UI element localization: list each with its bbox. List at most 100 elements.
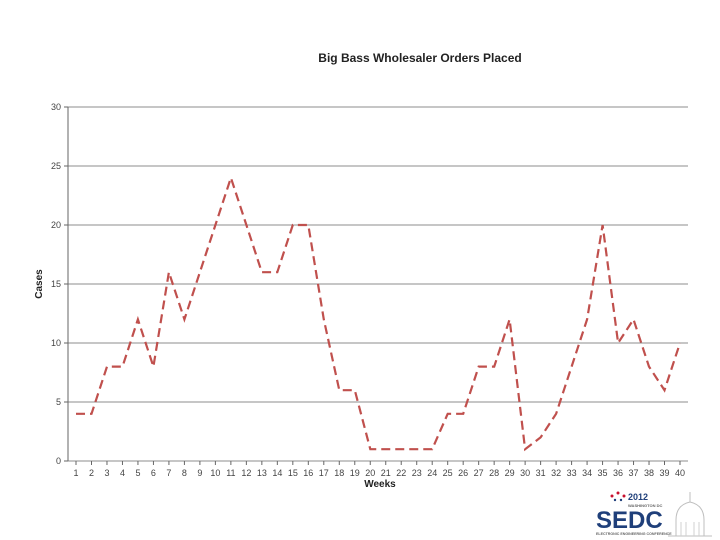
y-tick-label: 15 — [51, 279, 61, 289]
data-point — [431, 448, 433, 450]
x-tick-label: 27 — [474, 468, 484, 478]
data-point — [90, 413, 92, 415]
data-point — [354, 389, 356, 391]
x-tick-label: 23 — [412, 468, 422, 478]
x-tick-label: 11 — [226, 468, 235, 478]
x-tick-label: 24 — [427, 468, 437, 478]
x-tick-label: 4 — [120, 468, 125, 478]
x-tick-label: 36 — [613, 468, 623, 478]
series-line — [76, 174, 682, 452]
x-tick-label: 1 — [73, 468, 78, 478]
x-tick-label: 15 — [288, 468, 298, 478]
y-axis-label: Cases — [34, 269, 45, 299]
logo-tagline: ELECTRONIC ENGINEERING CONFERENCE — [596, 532, 672, 536]
capitol-dome-icon — [668, 492, 712, 537]
data-point — [199, 271, 201, 273]
x-tick-label: 25 — [443, 468, 453, 478]
x-tick-label: 19 — [350, 468, 360, 478]
series-layer — [75, 174, 682, 452]
conference-logo: 2012 WASHINGTON DC SEDC ELECTRONIC ENGIN… — [596, 491, 712, 537]
x-axis-label: Weeks — [364, 479, 396, 490]
x-tick-label: 6 — [151, 468, 156, 478]
x-tick-label: 12 — [241, 468, 251, 478]
y-axis-ticks: 0 5 10 15 20 25 30 — [51, 102, 68, 466]
x-tick-label: 31 — [536, 468, 546, 478]
x-tick-label: 28 — [489, 468, 499, 478]
data-point — [137, 318, 139, 320]
data-point — [369, 448, 371, 450]
data-point — [183, 318, 185, 320]
data-point — [400, 448, 402, 450]
x-tick-label: 16 — [303, 468, 313, 478]
data-point — [663, 389, 665, 391]
data-point — [230, 177, 232, 179]
data-point — [509, 318, 511, 320]
data-point — [462, 413, 464, 415]
logo-name: SEDC — [596, 507, 663, 534]
data-point — [245, 224, 247, 226]
x-tick-label: 35 — [598, 468, 608, 478]
data-point — [168, 271, 170, 273]
data-point — [276, 271, 278, 273]
x-tick-label: 2 — [89, 468, 94, 478]
data-point — [632, 318, 634, 320]
y-tick-label: 25 — [51, 161, 61, 171]
x-tick-label: 18 — [334, 468, 344, 478]
data-point — [121, 366, 123, 368]
x-tick-label: 5 — [135, 468, 140, 478]
data-point — [478, 366, 480, 368]
data-point — [648, 366, 650, 368]
x-tick-label: 21 — [381, 468, 391, 478]
chart-title: Big Bass Wholesaler Orders Placed — [318, 51, 521, 65]
x-tick-label: 40 — [675, 468, 685, 478]
data-point — [416, 448, 418, 450]
x-tick-label: 14 — [272, 468, 282, 478]
y-tick-label: 30 — [51, 102, 61, 112]
x-axis-ticks: 1 2 3 4 5 6 7 8 9 10 11 12 13 14 15 16 17 18 19 20 21 22 23 24 2… — [73, 461, 685, 478]
x-tick-label: 7 — [166, 468, 171, 478]
data-point — [106, 366, 108, 368]
x-tick-label: 33 — [567, 468, 577, 478]
x-tick-label: 10 — [210, 468, 220, 478]
x-tick-label: 3 — [104, 468, 109, 478]
data-point — [261, 271, 263, 273]
data-point — [214, 224, 216, 226]
data-point — [75, 413, 77, 415]
data-point — [152, 366, 154, 368]
x-tick-label: 38 — [644, 468, 654, 478]
x-tick-label: 37 — [629, 468, 639, 478]
x-tick-label: 39 — [660, 468, 670, 478]
data-point — [586, 318, 588, 320]
data-point — [493, 366, 495, 368]
y-tick-label: 10 — [51, 338, 61, 348]
data-point — [447, 413, 449, 415]
x-tick-label: 29 — [505, 468, 515, 478]
y-tick-label: 5 — [56, 397, 61, 407]
x-tick-label: 22 — [396, 468, 406, 478]
data-point — [570, 366, 572, 368]
data-point — [524, 448, 526, 450]
star-burst-icon — [610, 491, 626, 502]
x-tick-label: 32 — [551, 468, 561, 478]
data-point — [385, 448, 387, 450]
data-point — [307, 224, 309, 226]
x-tick-label: 20 — [365, 468, 375, 478]
data-point — [601, 224, 603, 226]
data-point — [540, 436, 542, 438]
x-tick-label: 8 — [182, 468, 187, 478]
data-point — [323, 318, 325, 320]
x-tick-label: 17 — [319, 468, 329, 478]
logo-year: 2012 — [628, 492, 648, 502]
data-point — [679, 342, 681, 344]
x-tick-label: 26 — [458, 468, 468, 478]
y-tick-label: 0 — [56, 456, 61, 466]
grid — [67, 106, 688, 462]
data-point — [338, 389, 340, 391]
x-tick-label: 13 — [257, 468, 267, 478]
data-point — [292, 224, 294, 226]
x-tick-label: 30 — [520, 468, 530, 478]
x-tick-label: 34 — [582, 468, 592, 478]
logo-city: WASHINGTON DC — [628, 503, 662, 508]
y-tick-label: 20 — [51, 220, 61, 230]
